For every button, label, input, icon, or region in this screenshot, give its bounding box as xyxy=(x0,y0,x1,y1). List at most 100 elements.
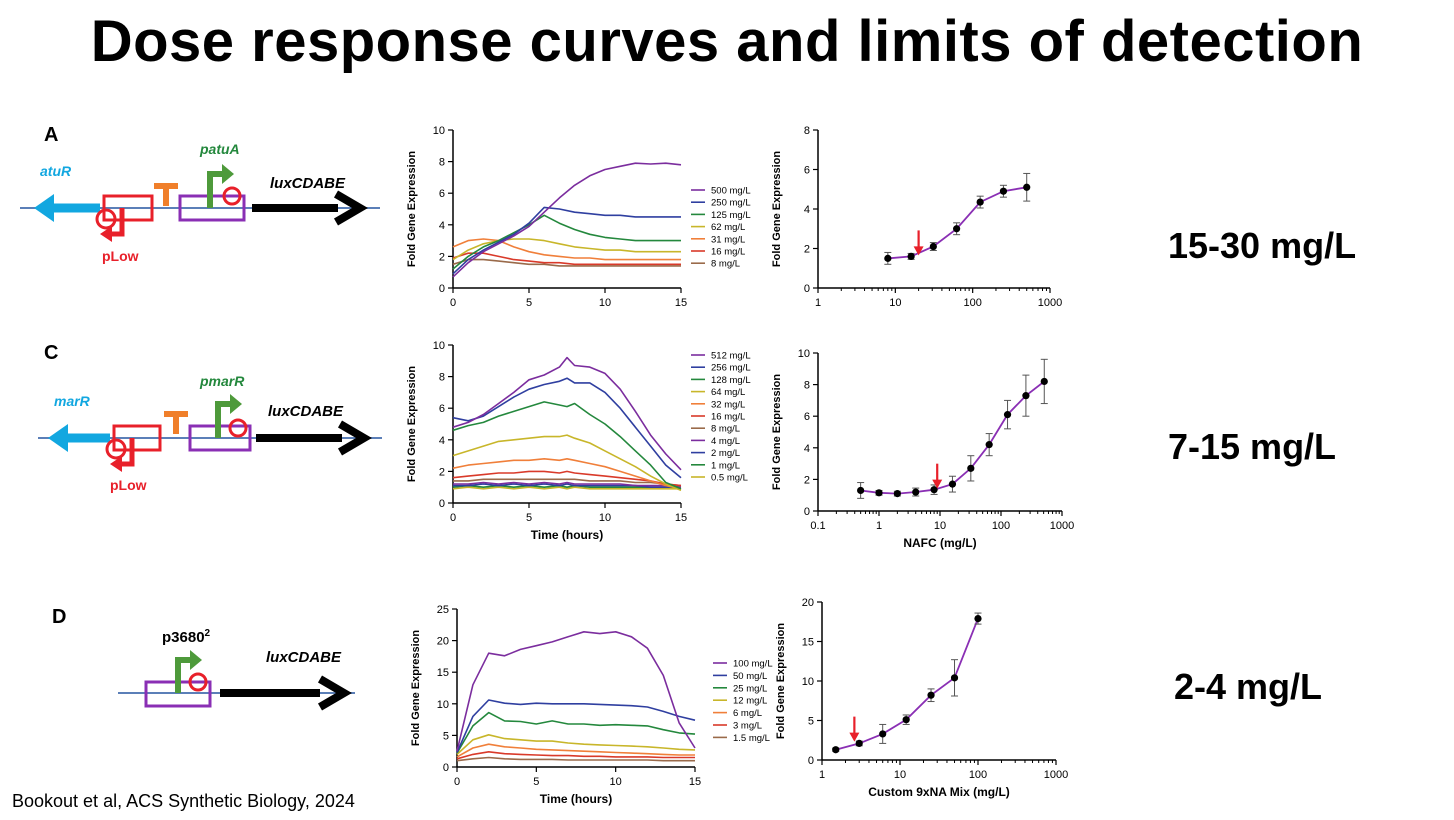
legend-label: 128 mg/L xyxy=(711,375,751,386)
page-title: Dose response curves and limits of detec… xyxy=(90,9,1364,74)
series-line xyxy=(452,484,681,488)
x-tick-label: 10 xyxy=(599,297,611,309)
lod-d: 2-4 mg/L xyxy=(1174,666,1323,707)
lod-arrow-head xyxy=(849,732,860,742)
panel-letter-a: A xyxy=(44,124,59,146)
x-axis-label: NAFC (mg/L) xyxy=(903,536,976,550)
series-line xyxy=(456,711,696,754)
data-point xyxy=(985,441,993,449)
data-point xyxy=(902,716,910,724)
series-line xyxy=(452,206,681,275)
rbs-circle xyxy=(188,672,208,692)
lod-c: 7-15 mg/L xyxy=(1168,426,1337,467)
citation: Bookout et al, ACS Synthetic Biology, 20… xyxy=(12,791,355,811)
legend-label: 16 mg/L xyxy=(711,412,745,423)
series-line xyxy=(452,238,681,261)
y-tick-label: 4 xyxy=(439,435,445,447)
series-line xyxy=(456,751,695,760)
rbs-circle-low xyxy=(95,208,117,230)
legend-label: 8 mg/L xyxy=(711,259,740,270)
data-point xyxy=(967,464,975,472)
x-tick-label: 1 xyxy=(819,769,825,781)
x-tick-label: 0 xyxy=(450,297,456,309)
y-tick-label: 2 xyxy=(439,251,445,263)
data-point xyxy=(832,746,840,754)
promoter-arrowhead xyxy=(230,394,242,414)
legend-label: 100 mg/L xyxy=(733,659,773,670)
series-line xyxy=(452,486,681,490)
legend-label: 16 mg/L xyxy=(711,247,745,258)
y-tick-label: 10 xyxy=(433,125,445,137)
y-tick-label: 4 xyxy=(804,204,810,216)
x-axis-label: Custom 9xNA Mix (mg/L) xyxy=(868,785,1010,799)
legend-label: 12 mg/L xyxy=(733,696,767,707)
legend-label: 50 mg/L xyxy=(733,671,767,682)
y-axis-label: Fold Gene Expression xyxy=(410,630,422,746)
data-point xyxy=(929,242,937,251)
legend-label: 256 mg/L xyxy=(711,363,751,374)
reporter-arrowhead xyxy=(333,190,368,226)
x-tick-label: 10 xyxy=(610,776,622,788)
lod-arrow-head xyxy=(913,246,924,256)
legend-label: 512 mg/L xyxy=(711,351,751,362)
y-axis-label: Fold Gene Expression xyxy=(406,151,418,267)
data-point xyxy=(893,490,901,498)
legend-label: 125 mg/L xyxy=(711,210,751,221)
x-tick-label: 10 xyxy=(599,512,611,524)
data-point xyxy=(912,488,920,496)
y-tick-label: 2 xyxy=(804,244,810,256)
y-tick-label: 0 xyxy=(439,498,445,510)
data-point xyxy=(976,198,984,206)
x-tick-label: 0 xyxy=(454,776,460,788)
y-tick-label: 0 xyxy=(443,762,449,774)
series-line xyxy=(452,162,682,278)
series-line xyxy=(452,470,682,487)
y-tick-label: 8 xyxy=(804,380,810,392)
series-line xyxy=(452,434,682,492)
low-promoter-label: pLow xyxy=(102,248,139,264)
data-point xyxy=(930,486,938,494)
x-tick-label: 100 xyxy=(969,769,987,781)
x-tick-label: 100 xyxy=(992,520,1010,532)
x-tick-label: 5 xyxy=(533,776,539,788)
y-axis-label: Fold Gene Expression xyxy=(771,374,783,490)
y-tick-label: 4 xyxy=(439,220,445,232)
legend-label: 6 mg/L xyxy=(733,708,762,719)
x-tick-label: 15 xyxy=(689,776,701,788)
y-tick-label: 6 xyxy=(439,188,445,200)
series-line xyxy=(453,481,682,488)
y-tick-label: 10 xyxy=(437,699,449,711)
data-point xyxy=(953,225,961,233)
data-point xyxy=(907,252,915,260)
reporter-arrowhead xyxy=(337,420,372,456)
data-point xyxy=(1003,411,1012,419)
y-axis-label: Fold Gene Expression xyxy=(775,623,787,739)
legend-label: 0.5 mg/L xyxy=(711,473,748,484)
y-tick-label: 0 xyxy=(439,283,445,295)
series-line xyxy=(452,458,682,490)
series-line xyxy=(452,401,682,490)
x-tick-label: 1000 xyxy=(1038,297,1062,309)
reporter-arrowhead xyxy=(317,675,352,711)
legend-label: 64 mg/L xyxy=(711,387,745,398)
legend-label: 8 mg/L xyxy=(711,424,740,435)
rbs-circle xyxy=(222,186,242,206)
rbs-circle xyxy=(228,418,248,438)
repressor-arrowhead xyxy=(48,424,68,452)
y-axis-label: Fold Gene Expression xyxy=(771,151,783,267)
y-tick-label: 4 xyxy=(804,443,810,455)
data-point xyxy=(1040,377,1048,386)
series-line xyxy=(456,699,696,753)
y-tick-label: 8 xyxy=(439,372,445,384)
series-line xyxy=(456,743,695,758)
x-tick-label: 0.1 xyxy=(810,520,825,532)
y-axis-label: Fold Gene Expression xyxy=(406,366,418,482)
data-point xyxy=(950,674,959,682)
x-tick-label: 5 xyxy=(526,297,532,309)
y-tick-label: 15 xyxy=(437,667,449,679)
chart-c-dose-response: 0 2 4 6 8 10 0.1 1 10 100 1000 Fold Gene Expression… xyxy=(771,348,1074,550)
x-tick-label: 10 xyxy=(894,769,906,781)
series-line xyxy=(452,377,682,479)
chart-d-dose-response: 0 5 10 15 20 1 10 100 1000 Fold Gene Expression Cu… xyxy=(775,597,1068,799)
y-tick-label: 25 xyxy=(437,604,449,616)
